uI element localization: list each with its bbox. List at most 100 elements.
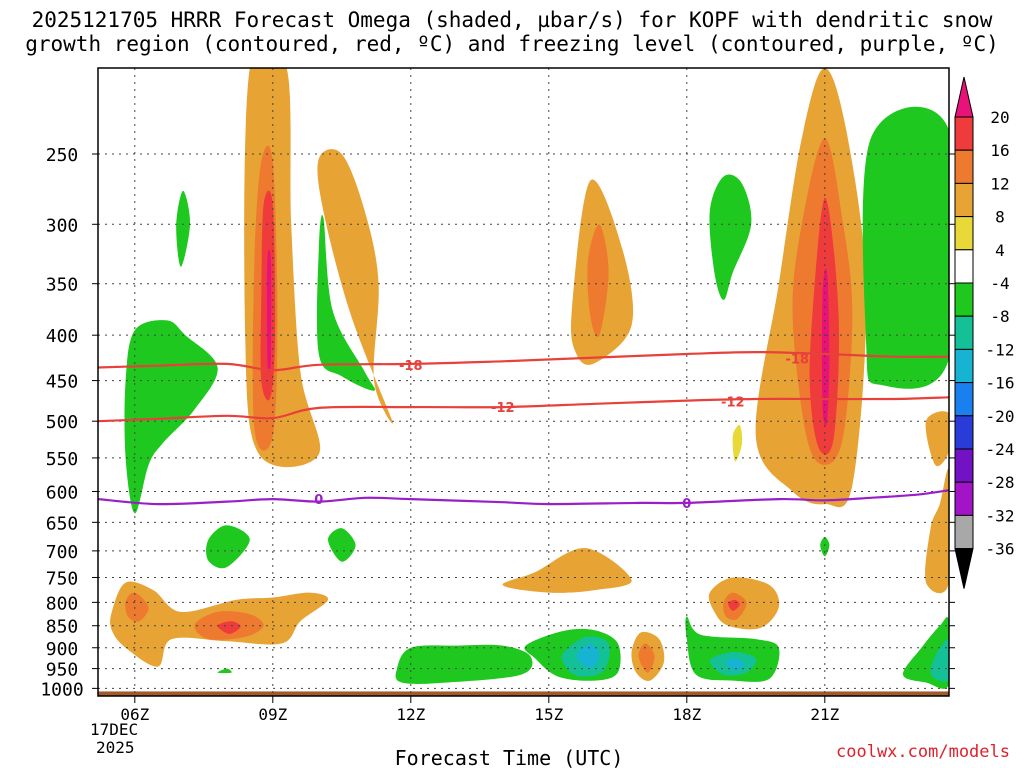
omega-region-26 <box>316 214 376 391</box>
contour-label-0: 0 <box>682 497 691 512</box>
contour-line--12 <box>98 396 949 423</box>
colorbar-label: -8 <box>990 307 1009 326</box>
omega-region-23 <box>732 424 743 462</box>
y-tick-label: 1000 <box>40 679 83 700</box>
colorbar-segment-2 <box>954 149 974 184</box>
colorbar-segment-3 <box>954 182 974 218</box>
omega-region-31 <box>820 536 830 557</box>
ground-bar <box>98 691 949 696</box>
colorbar-segment-8 <box>954 348 974 384</box>
omega-region-15 <box>502 548 632 593</box>
omega-region-25 <box>176 190 191 267</box>
colorbar-top-arrow <box>954 76 974 118</box>
colorbar-label: -12 <box>986 340 1015 359</box>
y-tick-label: 450 <box>46 372 79 393</box>
colorbar-segment-10 <box>954 415 974 450</box>
omega-region-22 <box>925 411 949 467</box>
axes: 2503003504004505005506006507007508008509… <box>40 67 955 724</box>
colorbar-segment-13 <box>954 514 974 550</box>
contour-label--12: -12 <box>491 401 515 416</box>
y-tick-label: 650 <box>46 513 79 534</box>
colorbar-segment-7 <box>954 315 974 350</box>
omega-region-14 <box>125 592 149 622</box>
omega-region-36 <box>576 643 600 669</box>
y-tick-label: 300 <box>46 215 79 236</box>
colorbar-label: 4 <box>995 241 1005 260</box>
omega-region-21 <box>925 468 949 594</box>
colorbar-segment-1 <box>954 116 974 151</box>
omega-region-28 <box>862 106 949 389</box>
colorbar-label: -36 <box>986 540 1015 559</box>
contour-line-0 <box>98 489 949 506</box>
y-tick-label: 800 <box>46 593 79 614</box>
y-tick-label: 350 <box>46 275 79 296</box>
omega-region-6 <box>587 224 609 338</box>
colorbar-label: -4 <box>990 274 1009 293</box>
contour-lines: -18 -18 -12 -12 0 0 <box>98 350 949 512</box>
colorbar-label: -20 <box>986 407 1015 426</box>
omega-region-3 <box>266 249 272 372</box>
colorbar-segment-11 <box>954 448 974 483</box>
omega-region-4 <box>317 149 393 424</box>
ground-layer <box>98 691 949 696</box>
omega-region-13 <box>217 621 241 634</box>
y-tick-label: 850 <box>46 617 79 638</box>
y-tick-label: 500 <box>46 412 79 433</box>
omega-region-10 <box>821 268 830 426</box>
x-tick-label: 21Z <box>810 705 839 724</box>
title-line-1: 2025121705 HRRR Forecast Omega (shaded, … <box>31 8 993 32</box>
colorbar-label: -32 <box>986 506 1015 525</box>
colorbar-label: -24 <box>986 440 1015 459</box>
colorbar-label: -28 <box>986 473 1015 492</box>
omega-region-29 <box>206 525 250 569</box>
contour-label-0: 0 <box>314 493 323 508</box>
x-tick-label: 09Z <box>258 705 287 724</box>
omega-region-30 <box>328 528 356 562</box>
omega-region-37 <box>685 616 780 682</box>
colorbar-segment-9 <box>954 382 974 417</box>
contour-label--18: -18 <box>785 353 809 368</box>
date-label: 17DEC <box>90 720 139 739</box>
x-tick-label: 12Z <box>396 705 425 724</box>
colorbar-label: 12 <box>990 174 1009 193</box>
grid-lines <box>98 68 949 696</box>
colorbar-segment-6 <box>954 282 974 317</box>
omega-region-33 <box>395 644 533 684</box>
colorbar-segment-4 <box>954 216 974 251</box>
title-line-2: growth region (contoured, red, ºC) and f… <box>25 32 999 56</box>
colorbar-label: 16 <box>990 141 1009 160</box>
shaded-regions <box>110 68 949 689</box>
x-tick-label: 18Z <box>672 705 701 724</box>
x-axis-label: Forecast Time (UTC) <box>395 746 624 768</box>
year-label: 2025 <box>96 738 135 757</box>
plot-frame <box>97 67 950 697</box>
y-tick-label: 550 <box>46 449 79 470</box>
contour-line--18 <box>98 350 949 372</box>
omega-region-41 <box>930 639 949 682</box>
y-tick-label: 400 <box>46 326 79 347</box>
y-tick-label: 600 <box>46 482 79 503</box>
x-tick-label: 06Z <box>120 705 149 724</box>
chart-title: 2025121705 HRRR Forecast Omega (shaded, … <box>0 8 1024 56</box>
credit-link[interactable]: coolwx.com/models <box>836 742 1010 762</box>
omega-region-20 <box>638 643 655 673</box>
y-tick-label: 900 <box>46 639 79 660</box>
y-tick-label: 750 <box>46 568 79 589</box>
y-tick-label: 950 <box>46 660 79 681</box>
omega-region-27 <box>709 174 752 300</box>
colorbar-label: -16 <box>986 374 1015 393</box>
colorbar-label: 20 <box>990 108 1009 127</box>
omega-region-39 <box>725 658 745 671</box>
contour-label--12: -12 <box>721 395 745 410</box>
x-tick-label: 15Z <box>534 705 563 724</box>
colorbar-segment-5 <box>954 249 974 284</box>
colorbar: 20 16 12 8 4 -4 -8 -12 -16 -20 -24 -28 -32 -36 <box>954 76 1015 589</box>
y-tick-label: 700 <box>46 542 79 563</box>
colorbar-bottom-arrow <box>954 548 974 589</box>
omega-region-32 <box>217 668 232 674</box>
colorbar-segment-12 <box>954 481 974 516</box>
omega-region-24 <box>124 320 218 514</box>
colorbar-label: 8 <box>995 208 1005 227</box>
y-tick-label: 250 <box>46 145 79 166</box>
